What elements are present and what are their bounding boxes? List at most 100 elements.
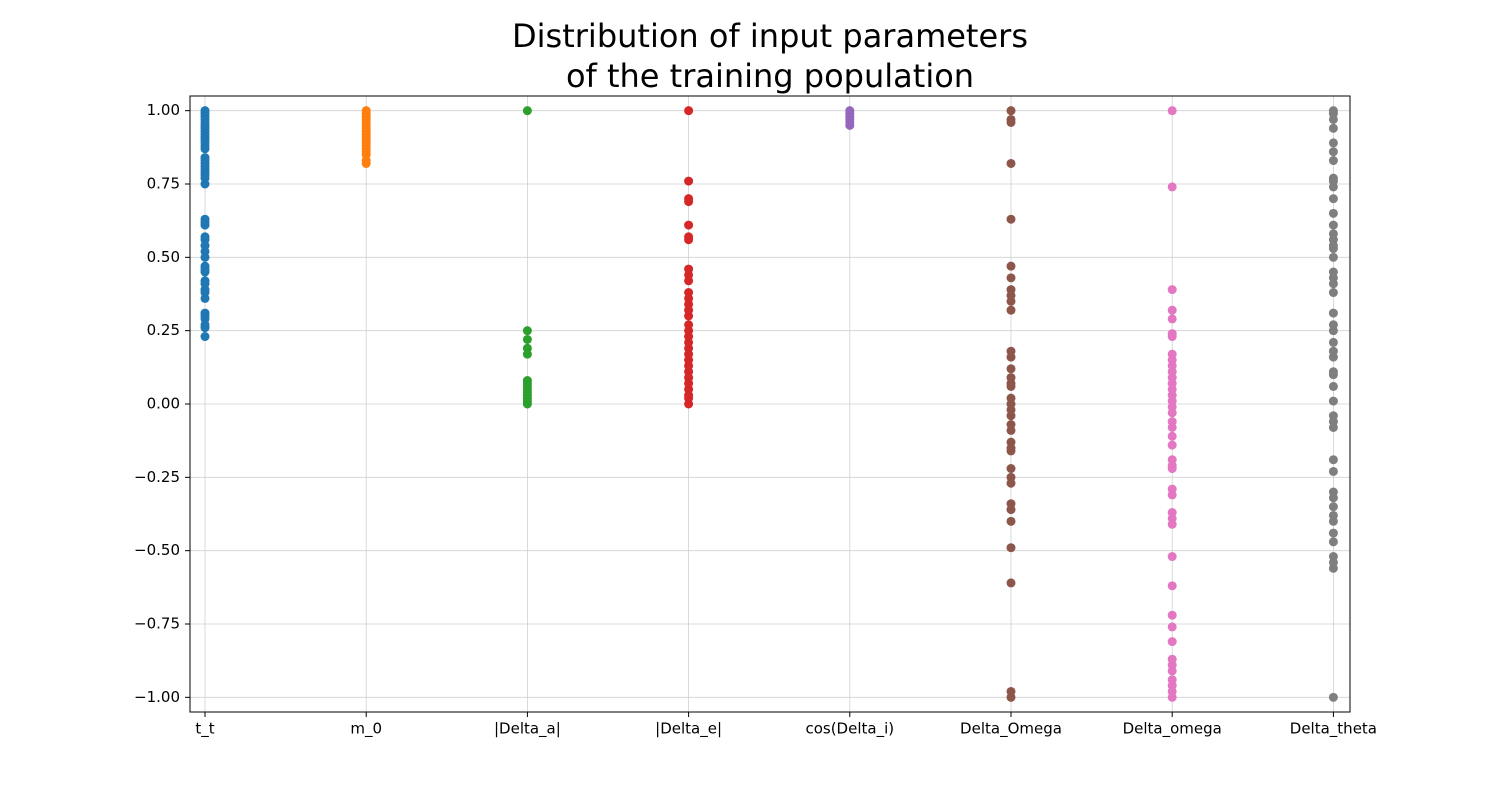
point <box>1006 578 1016 588</box>
point <box>1167 314 1177 324</box>
point <box>684 276 694 286</box>
x-tick-label: Delta_theta <box>1290 720 1377 739</box>
point <box>1006 381 1016 391</box>
point <box>684 399 694 409</box>
point <box>1328 288 1338 298</box>
point <box>1006 543 1016 553</box>
y-tick-label: −0.25 <box>134 468 180 486</box>
point <box>1167 182 1177 192</box>
point <box>1006 261 1016 271</box>
x-tick-label: Delta_omega <box>1123 720 1222 739</box>
point <box>1328 114 1338 124</box>
point <box>684 106 694 116</box>
point <box>1328 326 1338 336</box>
point <box>1167 519 1177 529</box>
point <box>1167 552 1177 562</box>
point <box>522 106 532 116</box>
point <box>1328 220 1338 230</box>
point <box>1006 464 1016 474</box>
point <box>1328 370 1338 380</box>
point <box>1328 308 1338 318</box>
y-tick-label: −0.75 <box>134 615 180 633</box>
point <box>1167 285 1177 295</box>
point <box>522 349 532 359</box>
point <box>200 332 210 342</box>
x-tick-label: t_t <box>195 720 214 739</box>
point <box>1328 381 1338 391</box>
point <box>200 179 210 189</box>
point <box>1328 244 1338 254</box>
point <box>684 220 694 230</box>
point <box>1167 581 1177 591</box>
point <box>684 176 694 186</box>
point <box>1167 408 1177 418</box>
y-tick-label: 1.00 <box>147 101 180 119</box>
point <box>1328 138 1338 148</box>
point <box>1328 182 1338 192</box>
point <box>1167 431 1177 441</box>
point <box>200 144 210 154</box>
point <box>522 334 532 344</box>
point <box>1328 422 1338 432</box>
y-tick-label: 0.75 <box>147 175 180 193</box>
point <box>1167 490 1177 500</box>
point <box>684 311 694 321</box>
point <box>1167 332 1177 342</box>
point <box>1006 425 1016 435</box>
point <box>1006 158 1016 168</box>
x-tick-label: cos(Delta_i) <box>805 720 894 739</box>
point <box>1328 352 1338 362</box>
x-tick-label: |Delta_a| <box>494 720 561 739</box>
point <box>1167 692 1177 702</box>
point <box>1167 622 1177 632</box>
point <box>200 252 210 262</box>
point <box>1006 446 1016 456</box>
point <box>1006 692 1016 702</box>
point <box>1328 156 1338 166</box>
point <box>1328 563 1338 573</box>
point <box>1167 464 1177 474</box>
point <box>1328 493 1338 503</box>
point <box>1328 466 1338 476</box>
point <box>1006 305 1016 315</box>
x-tick-label: |Delta_e| <box>655 720 722 739</box>
point <box>1006 411 1016 421</box>
x-tick-label: m_0 <box>350 720 382 739</box>
point <box>361 158 371 168</box>
point <box>522 399 532 409</box>
point <box>1328 516 1338 526</box>
point <box>1328 528 1338 538</box>
y-tick-label: −0.50 <box>134 541 180 559</box>
point <box>1006 352 1016 362</box>
point <box>1328 396 1338 406</box>
point <box>1006 214 1016 224</box>
x-tick-label: Delta_Omega <box>960 720 1062 739</box>
point <box>1006 505 1016 515</box>
point <box>1167 610 1177 620</box>
point <box>1328 455 1338 465</box>
point <box>684 235 694 245</box>
point <box>1006 273 1016 283</box>
point <box>522 326 532 336</box>
point <box>1006 478 1016 488</box>
y-tick-label: 0.50 <box>147 248 180 266</box>
point <box>1167 666 1177 676</box>
point <box>845 120 855 130</box>
point <box>1328 502 1338 512</box>
point <box>200 267 210 277</box>
point <box>1328 692 1338 702</box>
point <box>1328 208 1338 218</box>
point <box>1328 537 1338 547</box>
point <box>1006 364 1016 374</box>
plot-frame <box>189 95 1351 713</box>
point <box>200 323 210 333</box>
point <box>200 293 210 303</box>
chart-title: Distribution of input parameters of the … <box>512 17 1028 95</box>
y-tick-label: 0.00 <box>147 395 180 413</box>
point <box>1328 123 1338 133</box>
point <box>1006 117 1016 127</box>
point <box>1328 279 1338 289</box>
point <box>1006 106 1016 116</box>
